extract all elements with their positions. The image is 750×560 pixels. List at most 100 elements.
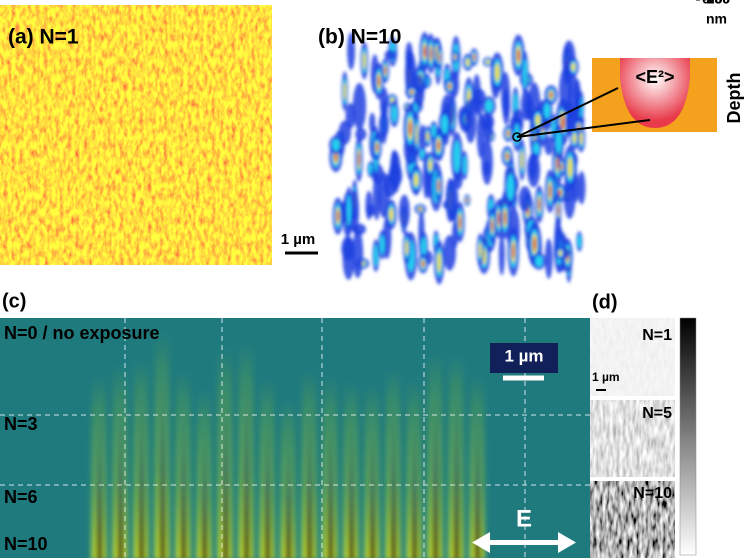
height-map [590, 318, 675, 396]
blob-core [384, 66, 387, 75]
blob [527, 152, 541, 188]
blob [347, 32, 356, 71]
blob [384, 50, 397, 61]
ripple [390, 398, 397, 558]
blob-core [503, 211, 507, 225]
arrow-shaft [486, 540, 562, 545]
blob-core [561, 114, 565, 130]
blob-core [579, 131, 583, 145]
scale-bar-label: 1 µm [592, 370, 620, 384]
blob-core [438, 53, 441, 62]
blob [390, 149, 398, 176]
blob-core [358, 152, 360, 166]
panel-d-label: (d) [592, 291, 618, 313]
blob-core [426, 131, 429, 142]
blob [475, 97, 483, 117]
blob [498, 234, 505, 276]
blob [544, 136, 554, 156]
ripple [369, 414, 376, 558]
blob-core [373, 244, 378, 267]
blob-core [543, 102, 551, 119]
image-label: N=1 [642, 327, 672, 344]
blob [405, 42, 413, 71]
height-map [590, 481, 675, 558]
blob-core [429, 47, 432, 60]
inset-axis-label: Depth [724, 73, 744, 124]
blob [355, 127, 367, 141]
blob-core [375, 143, 378, 152]
ripple [474, 406, 481, 558]
ripple [432, 382, 439, 558]
blob-core [363, 52, 366, 70]
blob-core [334, 152, 338, 162]
blob [480, 112, 495, 131]
image-label: N=5 [642, 405, 672, 422]
blob-core [466, 198, 468, 203]
image-label: N=10 [633, 485, 672, 502]
scale-bar-label: 1 µm [281, 231, 316, 248]
inset-well [620, 58, 690, 128]
arrow-head [558, 532, 576, 553]
blob-core [462, 155, 467, 175]
ripple [327, 406, 334, 558]
blob-core [522, 58, 527, 89]
blob-core [441, 114, 449, 134]
blob-core [437, 181, 440, 191]
blob-core [453, 140, 461, 174]
ripple [180, 400, 187, 558]
blob-core [577, 124, 580, 129]
blob-core [494, 63, 500, 82]
blob [419, 124, 427, 153]
ripple [264, 408, 271, 558]
blob-core [497, 212, 500, 225]
blob-core [422, 260, 425, 267]
blob-core [421, 237, 427, 257]
ripple [306, 400, 313, 558]
ripple [138, 388, 145, 558]
blob-core [410, 90, 414, 94]
blob-core [332, 138, 340, 151]
blob-core [533, 237, 536, 251]
colorbar-tick-label: -250 [702, 0, 730, 7]
blob-core [389, 207, 394, 222]
row-label: N=0 / no exposure [4, 323, 160, 343]
blob [366, 204, 376, 217]
blob-core [512, 244, 515, 259]
blob-core [428, 159, 432, 172]
colorbar-tick-label: -150 [702, 0, 730, 7]
ripple [453, 384, 460, 558]
blob-core [535, 255, 543, 267]
colorbar [679, 317, 697, 556]
blob-core [415, 124, 418, 145]
blob [378, 172, 390, 219]
grid-lines [0, 318, 590, 558]
blob-core [485, 99, 493, 113]
blob-core [506, 153, 509, 160]
ripple [117, 394, 124, 558]
blob-core [514, 123, 520, 146]
scale-bar-label: 1 µm [504, 346, 543, 365]
colorbar-unit: nm [706, 11, 727, 27]
blob-core [419, 148, 425, 159]
blob-core [549, 92, 553, 98]
panel-b-image [329, 31, 586, 285]
blob-core [336, 210, 339, 222]
ripple [222, 377, 229, 558]
blob [501, 71, 511, 118]
blob-core [466, 58, 470, 67]
blob [380, 99, 388, 145]
blob-core [486, 59, 490, 65]
blob-core [408, 121, 412, 137]
blob [345, 103, 356, 129]
blob [414, 74, 425, 108]
blob-core [346, 194, 351, 226]
blob [544, 238, 553, 279]
blob [574, 79, 581, 119]
blob-core [413, 173, 419, 187]
inset-pointer [516, 87, 619, 138]
blob-core [549, 184, 552, 198]
blob-core [343, 82, 346, 101]
blob-core [520, 150, 524, 170]
colorbar-tick-label: 0 [702, 0, 710, 7]
blob [577, 171, 586, 205]
